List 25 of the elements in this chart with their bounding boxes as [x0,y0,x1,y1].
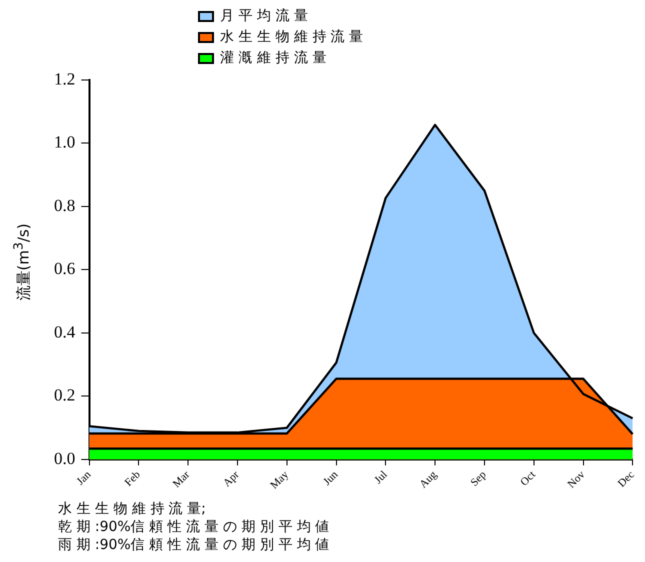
y-tick-label: 1.0 [54,132,76,152]
x-tick-label: Sep [468,468,489,489]
y-tick-label: 0.8 [54,196,76,215]
text: 乾 期 :90%信 頼 性 流 量 の 期 別 平 均 値 [58,518,330,536]
x-tick-label: Jun [321,468,341,488]
x-tick-label: Jan [74,468,94,488]
text: 雨 期 :90%信 頼 性 流 量 の 期 別 平 均 値 [58,536,330,554]
y-tick-label: 0.0 [54,448,76,468]
x-tick-label: Dec [616,468,637,490]
x-tick-label: Jul [372,468,390,486]
x-tick-label: Oct [518,468,538,488]
y-tick-label: 0.6 [54,259,76,278]
x-tick-label: Feb [122,468,144,489]
legend-label: 灌 漑 維 持 流 量 [220,49,326,68]
legend-label: 水 生 生 物 維 持 流 量 [220,28,364,47]
y-tick-label: 0.4 [54,322,76,342]
legend-label: 月 平 均 流 量 [220,7,308,26]
x-tick-label: Mar [170,468,192,490]
x-tick-label: Aug [417,468,440,491]
y-tick-label: 1.2 [54,69,76,88]
x-tick-label: Apr [221,468,242,490]
x-tick-label: May [268,468,292,492]
y-tick-label: 0.2 [54,386,76,405]
x-tick-label: Nov [566,468,588,491]
text: 水 生 生 物 維 持 流 量; [58,500,207,518]
